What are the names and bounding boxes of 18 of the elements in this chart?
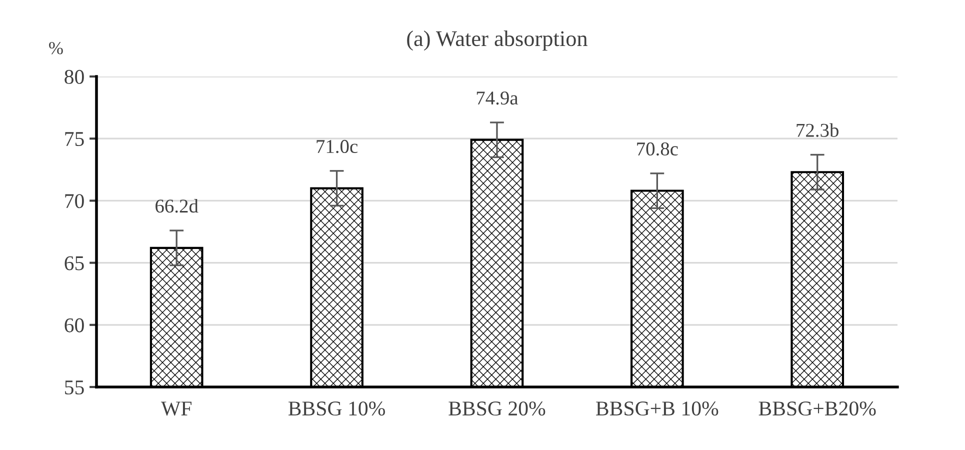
y-tick-label: 80 (64, 70, 84, 84)
data-label: 66.2d (156, 198, 198, 213)
y-axis-title: % (49, 42, 63, 54)
data-label: 74.9a (476, 92, 518, 105)
y-tick-label: 55 (65, 380, 84, 394)
x-tick-label: WF (160, 402, 192, 416)
data-label: 71.0c (316, 140, 358, 154)
chart-title: (a) Water absorption (407, 30, 588, 51)
data-label: 72.3b (796, 123, 838, 137)
y-tick-label: 60 (64, 318, 84, 332)
x-tick-label: BBSG+B20% (758, 401, 876, 416)
y-tick-label: 65 (64, 256, 84, 270)
x-tick-label: BBSG 20% (448, 401, 546, 416)
x-tick-label: BBSG+B 10% (596, 401, 718, 416)
y-tick-label: 75 (65, 132, 84, 146)
y-tick-label: 70 (65, 194, 84, 208)
x-tick-label: BBSG 10% (288, 401, 385, 416)
data-label: 70.8c (637, 142, 678, 156)
